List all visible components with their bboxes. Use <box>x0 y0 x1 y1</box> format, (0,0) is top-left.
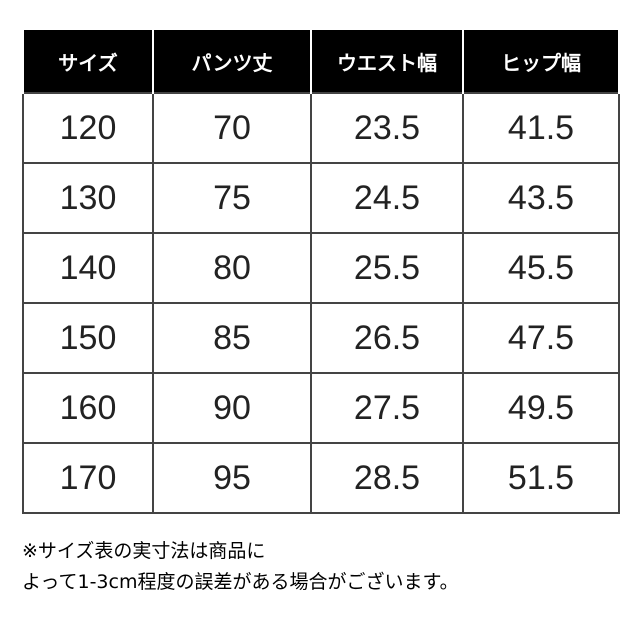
table-row: 130 75 24.5 43.5 <box>22 162 620 234</box>
header-cell: ヒップ幅 <box>462 30 620 93</box>
table-body: 120 70 23.5 41.5 130 75 24.5 43.5 140 80 25.5 45.5 1… <box>22 92 620 514</box>
table-cell: 25.5 <box>310 232 464 304</box>
header-row: サイズ パンツ丈 ウエスト幅 ヒップ幅 <box>22 30 620 93</box>
table-cell: 41.5 <box>462 92 620 164</box>
table-cell: 130 <box>22 162 154 234</box>
table-cell: 75 <box>152 162 312 234</box>
size-table: サイズ パンツ丈 ウエスト幅 ヒップ幅 120 70 23.5 41.5 130 75 24.5 4… <box>22 30 620 514</box>
table-cell: 47.5 <box>462 302 620 374</box>
table-cell: 51.5 <box>462 442 620 514</box>
table-cell: 150 <box>22 302 154 374</box>
table-cell: 90 <box>152 372 312 444</box>
table-row: 120 70 23.5 41.5 <box>22 92 620 164</box>
table-row: 150 85 26.5 47.5 <box>22 302 620 374</box>
note-line: ※サイズ表の実寸法は商品に <box>22 540 266 562</box>
table-cell: 27.5 <box>310 372 464 444</box>
note-line: よって1-3cm程度の誤差がある場合がございます。 <box>22 571 459 593</box>
table-cell: 43.5 <box>462 162 620 234</box>
table-cell: 170 <box>22 442 154 514</box>
table-row: 140 80 25.5 45.5 <box>22 232 620 304</box>
header-cell: パンツ丈 <box>152 30 312 93</box>
table-cell: 70 <box>152 92 312 164</box>
table-cell: 85 <box>152 302 312 374</box>
table-cell: 80 <box>152 232 312 304</box>
table-cell: 28.5 <box>310 442 464 514</box>
table-cell: 49.5 <box>462 372 620 444</box>
table-cell: 26.5 <box>310 302 464 374</box>
header-cell: ウエスト幅 <box>310 30 464 93</box>
table-row: 160 90 27.5 49.5 <box>22 372 620 444</box>
header-cell: サイズ <box>22 30 154 93</box>
table-cell: 160 <box>22 372 154 444</box>
table-cell: 140 <box>22 232 154 304</box>
table-cell: 95 <box>152 442 312 514</box>
table-row: 170 95 28.5 51.5 <box>22 442 620 514</box>
table-cell: 24.5 <box>310 162 464 234</box>
table-cell: 23.5 <box>310 92 464 164</box>
table-cell: 120 <box>22 92 154 164</box>
table-cell: 45.5 <box>462 232 620 304</box>
